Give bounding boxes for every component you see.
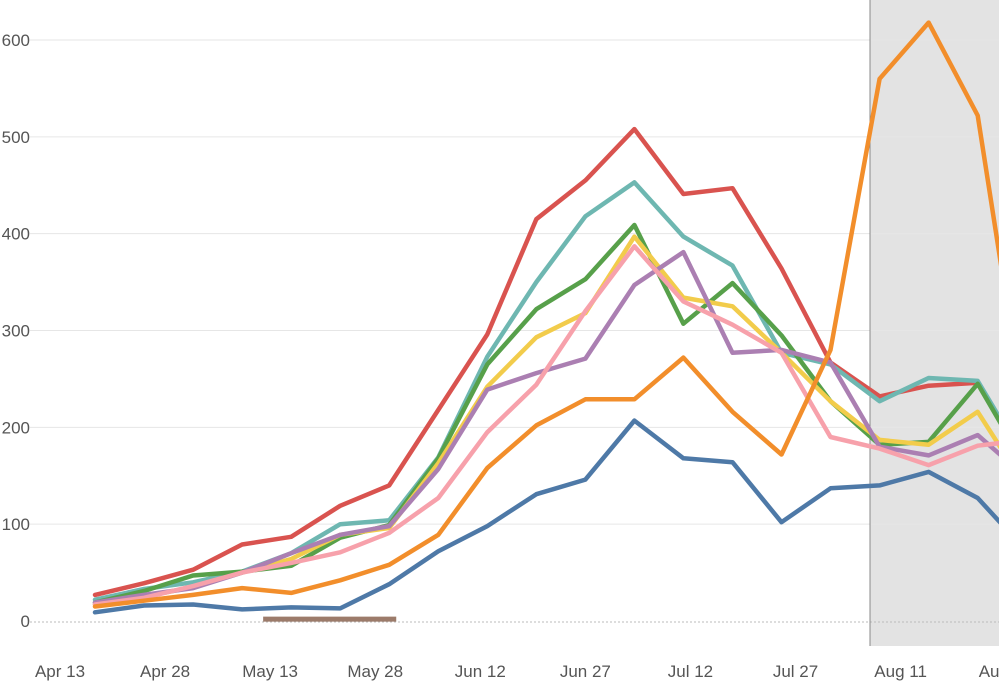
series-line (92, 180, 999, 602)
x-tick-label: May 28 (347, 662, 403, 681)
series-line (92, 244, 999, 607)
shaded-region (870, 0, 999, 646)
y-tick-label: 600 (2, 31, 30, 50)
series-line (92, 20, 999, 609)
series-line (92, 418, 999, 615)
y-axis: 0 100 200 300 400 500 600 (2, 31, 30, 631)
x-tick-label: Apr 28 (140, 662, 190, 681)
x-tick-label: Jul 27 (773, 662, 818, 681)
x-tick-label: Jun 27 (560, 662, 611, 681)
x-axis: Apr 13 Apr 28 May 13 May 28 Jun 12 Jun 27 Jul … (35, 662, 999, 681)
gridlines (30, 39, 999, 525)
series-line (92, 222, 999, 605)
series-line (92, 249, 999, 605)
x-tick-label: Apr 13 (35, 662, 85, 681)
y-tick-label: 200 (2, 418, 30, 437)
y-tick-label: 100 (2, 515, 30, 534)
x-tick-label: Aug 11 (874, 662, 927, 681)
y-tick-label: 300 (2, 322, 30, 341)
y-tick-label: 0 (21, 612, 30, 631)
y-tick-label: 500 (2, 128, 30, 147)
x-tick-label: Jun 12 (455, 662, 506, 681)
series-line (92, 126, 999, 598)
y-tick-label: 400 (2, 225, 30, 244)
x-tick-label: Jul 12 (668, 662, 713, 681)
x-tick-label: Aug 26 (979, 662, 999, 681)
series-layer (92, 20, 999, 615)
x-tick-label: May 13 (242, 662, 298, 681)
